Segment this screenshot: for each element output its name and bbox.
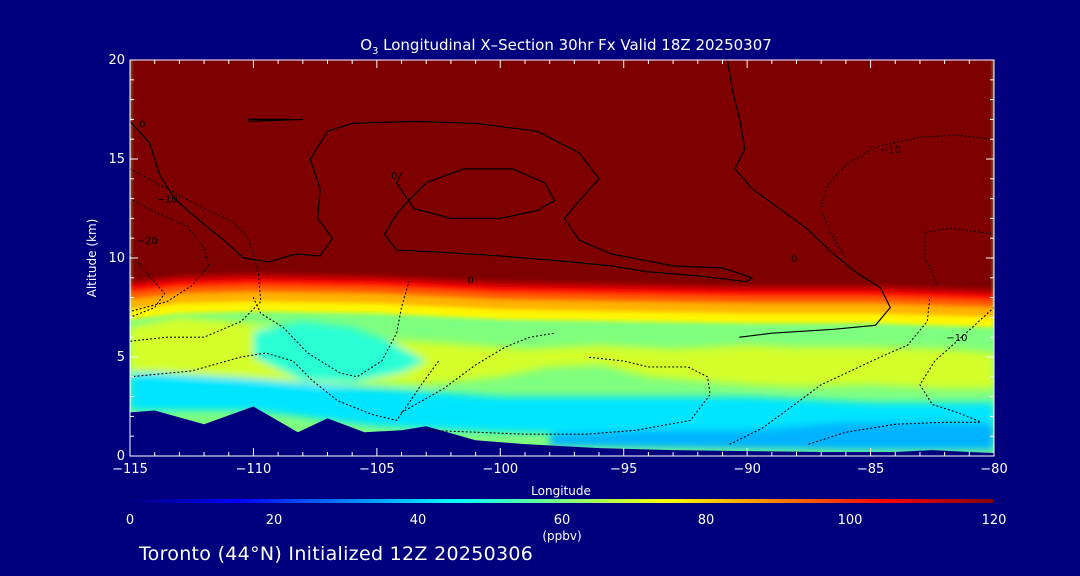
contour-label-4: −10 bbox=[156, 195, 177, 206]
contour-label-6: −10 bbox=[880, 145, 901, 156]
colorbar-tick-label: 100 bbox=[838, 513, 863, 528]
x-tick-label: −100 bbox=[482, 462, 518, 477]
field-region-1 bbox=[253, 321, 427, 383]
colorbar bbox=[130, 499, 994, 503]
x-tick-label: −110 bbox=[236, 462, 272, 477]
colorbar-tick-label: 0 bbox=[126, 513, 134, 528]
y-tick-label: 0 bbox=[117, 449, 125, 464]
x-axis-label: Longitude bbox=[531, 484, 591, 498]
contour-labels: 0 0 0 0 −10 −20 −10 −10 bbox=[137, 119, 968, 344]
contour-dotted-6 bbox=[252, 281, 410, 378]
contour-dotted-8 bbox=[400, 332, 556, 413]
chart-title: O3 Longitudinal X–Section 30hr Fx Valid … bbox=[360, 36, 772, 57]
y-tick-label: 5 bbox=[117, 350, 125, 365]
colorbar-tick-label: 40 bbox=[410, 513, 427, 528]
contour-label-2: 0 bbox=[467, 276, 473, 287]
y-tick-label: 20 bbox=[108, 53, 125, 68]
contour-solid-1 bbox=[726, 60, 891, 338]
contour-dotted-5 bbox=[130, 253, 166, 318]
y-axis-label: Altitude (km) bbox=[85, 219, 99, 298]
contour-dotted-4 bbox=[130, 198, 210, 313]
x-tick-label: −90 bbox=[733, 462, 760, 477]
contour-solid-2 bbox=[247, 118, 304, 123]
contour-lines bbox=[130, 60, 994, 445]
contour-label-0: 0 bbox=[139, 119, 145, 130]
colorbar-tick-label: 80 bbox=[698, 513, 715, 528]
colorbar-tick-label: 20 bbox=[266, 513, 283, 528]
contour-solid-0 bbox=[130, 120, 753, 283]
contour-dotted-11 bbox=[919, 306, 994, 423]
y-tick-label: 15 bbox=[108, 152, 125, 167]
contour-label-5: −20 bbox=[137, 236, 158, 247]
contour-label-7: −10 bbox=[946, 333, 967, 344]
contour-dotted-3 bbox=[130, 168, 262, 342]
y-axis: 0 5 10 15 20 bbox=[108, 53, 994, 464]
colorbar-tick-label: 120 bbox=[982, 513, 1007, 528]
x-tick-label: −95 bbox=[610, 462, 637, 477]
contour-dotted-9 bbox=[425, 356, 711, 435]
contour-dotted-13 bbox=[820, 134, 994, 259]
colorbar-tick-label: 60 bbox=[554, 513, 571, 528]
y-tick-label: 10 bbox=[108, 251, 125, 266]
contour-label-3: 0 bbox=[791, 254, 797, 265]
ozone-field bbox=[130, 60, 994, 456]
x-axis: −115 −110 −105 −100 −95 −90 −85 −80 bbox=[112, 60, 1008, 477]
x-tick-label: −105 bbox=[359, 462, 395, 477]
run-caption: Toronto (44°N) Initialized 12Z 20250306 bbox=[139, 543, 534, 565]
contour-dotted-7 bbox=[130, 352, 440, 421]
terrain-mask bbox=[130, 406, 994, 456]
transition-band-5 bbox=[130, 60, 994, 290]
colorbar-tick-labels: 0 20 40 60 80 100 120 bbox=[126, 513, 1007, 528]
x-tick-label: −85 bbox=[857, 462, 884, 477]
x-tick-label: −115 bbox=[112, 462, 148, 477]
field-region-3 bbox=[549, 422, 994, 451]
colorbar-units: (ppbv) bbox=[542, 529, 581, 543]
field-region-2 bbox=[130, 372, 994, 435]
x-tick-label: −80 bbox=[980, 462, 1007, 477]
contour-dotted-12 bbox=[924, 227, 994, 285]
contour-dotted-10 bbox=[729, 297, 931, 445]
contour-dotted-14 bbox=[808, 421, 983, 445]
contour-label-1: 0 bbox=[391, 171, 397, 182]
